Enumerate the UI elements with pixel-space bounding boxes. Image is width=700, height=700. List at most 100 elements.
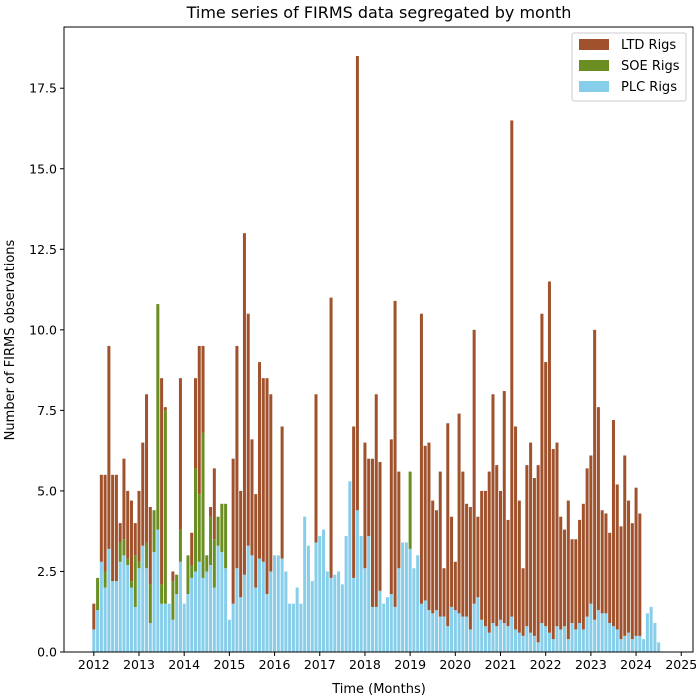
bar-soe — [190, 565, 194, 578]
bar-plc — [510, 616, 514, 652]
bar-plc — [284, 571, 288, 652]
legend: LTD Rigs SOE Rigs PLC Rigs — [571, 32, 687, 102]
bar-ltd — [608, 532, 612, 624]
bar-ltd — [446, 423, 450, 627]
bar-soe — [118, 542, 122, 562]
bar-soe — [175, 574, 179, 595]
bar-plc — [337, 571, 341, 652]
bar-soe — [216, 516, 220, 546]
bar-ltd — [536, 465, 540, 643]
y-tick-label: 10.0 — [29, 322, 57, 337]
bar-ltd — [547, 281, 551, 633]
bar-plc — [495, 626, 499, 652]
bar-plc — [370, 606, 374, 652]
bar-ltd — [254, 494, 258, 588]
bar-ltd — [499, 490, 503, 620]
legend-swatch-plc — [579, 81, 609, 92]
bar-plc — [397, 568, 401, 652]
bar-plc — [148, 623, 152, 652]
legend-swatch-soe — [579, 60, 609, 71]
bar-plc — [261, 561, 265, 652]
bar-plc — [457, 613, 461, 652]
bar-soe — [145, 542, 149, 569]
x-tick-label: 2014 — [168, 657, 200, 672]
bar-plc — [472, 603, 476, 652]
bar-ltd — [114, 474, 118, 582]
bar-ltd — [235, 345, 239, 569]
bar-ltd — [457, 413, 461, 614]
bar-ltd — [160, 378, 164, 585]
y-axis: 0.0 2.5 5.0 7.5 10.0 12.5 15.0 17.5 — [29, 81, 64, 660]
bar-ltd — [495, 465, 499, 627]
bar-ltd — [566, 500, 570, 640]
bar-ltd — [118, 523, 122, 543]
bar-plc — [145, 568, 149, 652]
bar-ltd — [615, 484, 619, 630]
bar-plc — [235, 568, 239, 652]
bar-plc — [566, 639, 570, 652]
bar-ltd — [517, 500, 521, 633]
y-axis-label: Number of FIRMS observations — [3, 239, 18, 440]
bar-ltd — [529, 442, 533, 633]
bar-plc — [201, 577, 205, 652]
bar-soe — [160, 584, 164, 604]
bar-soe — [197, 494, 201, 562]
bar-plc — [412, 568, 416, 652]
bar-plc — [416, 555, 420, 652]
bar-plc — [393, 606, 397, 652]
bar-ltd — [178, 378, 182, 530]
bar-plc — [551, 639, 555, 652]
bar-ltd — [510, 120, 514, 617]
bar-plc — [547, 632, 551, 652]
bar-plc — [374, 606, 378, 652]
bar-plc — [231, 603, 235, 652]
x-tick-label: 2023 — [575, 657, 607, 672]
bar-soe — [193, 468, 197, 572]
bar-soe — [205, 555, 209, 572]
bar-ltd — [578, 519, 582, 623]
bar-plc — [438, 616, 442, 652]
bar-soe — [133, 555, 137, 607]
bar-ltd — [502, 391, 506, 624]
bar-plc — [265, 594, 269, 652]
bar-ltd — [148, 507, 152, 585]
bar-plc — [532, 635, 536, 652]
bar-plc — [506, 626, 510, 652]
bar-ltd — [370, 458, 374, 607]
bar-plc — [645, 613, 649, 652]
x-tick-label: 2021 — [485, 657, 517, 672]
bar-plc — [126, 565, 130, 652]
bar-plc — [521, 635, 525, 652]
bar-soe — [186, 555, 190, 595]
bar-ltd — [525, 465, 529, 627]
bar-plc — [163, 603, 167, 652]
bar-plc — [487, 632, 491, 652]
bar-soe — [103, 571, 107, 588]
x-tick-label: 2016 — [259, 657, 291, 672]
x-tick-label: 2018 — [349, 657, 381, 672]
bar-plc — [596, 610, 600, 652]
bar-ltd — [593, 329, 597, 620]
bar-plc — [525, 626, 529, 652]
bar-plc — [329, 577, 333, 652]
bar-ltd — [269, 394, 273, 572]
bar-ltd — [190, 532, 194, 566]
bar-ltd — [540, 313, 544, 624]
bar-ltd — [231, 458, 235, 604]
bar-ltd — [212, 468, 216, 540]
bar-plc — [160, 603, 164, 652]
bar-ltd — [239, 490, 243, 598]
bar-plc — [604, 613, 608, 652]
legend-swatch-ltd — [579, 39, 609, 50]
x-tick-label: 2019 — [394, 657, 426, 672]
bar-plc — [254, 587, 258, 652]
bar-plc — [216, 545, 220, 652]
bar-ltd — [129, 500, 133, 582]
bar-plc — [333, 574, 337, 652]
bar-plc — [450, 606, 454, 652]
bar-plc — [111, 581, 115, 652]
bar-ltd — [630, 523, 634, 640]
bar-plc — [536, 642, 540, 652]
bar-plc — [269, 571, 273, 652]
bar-ltd — [434, 510, 438, 611]
